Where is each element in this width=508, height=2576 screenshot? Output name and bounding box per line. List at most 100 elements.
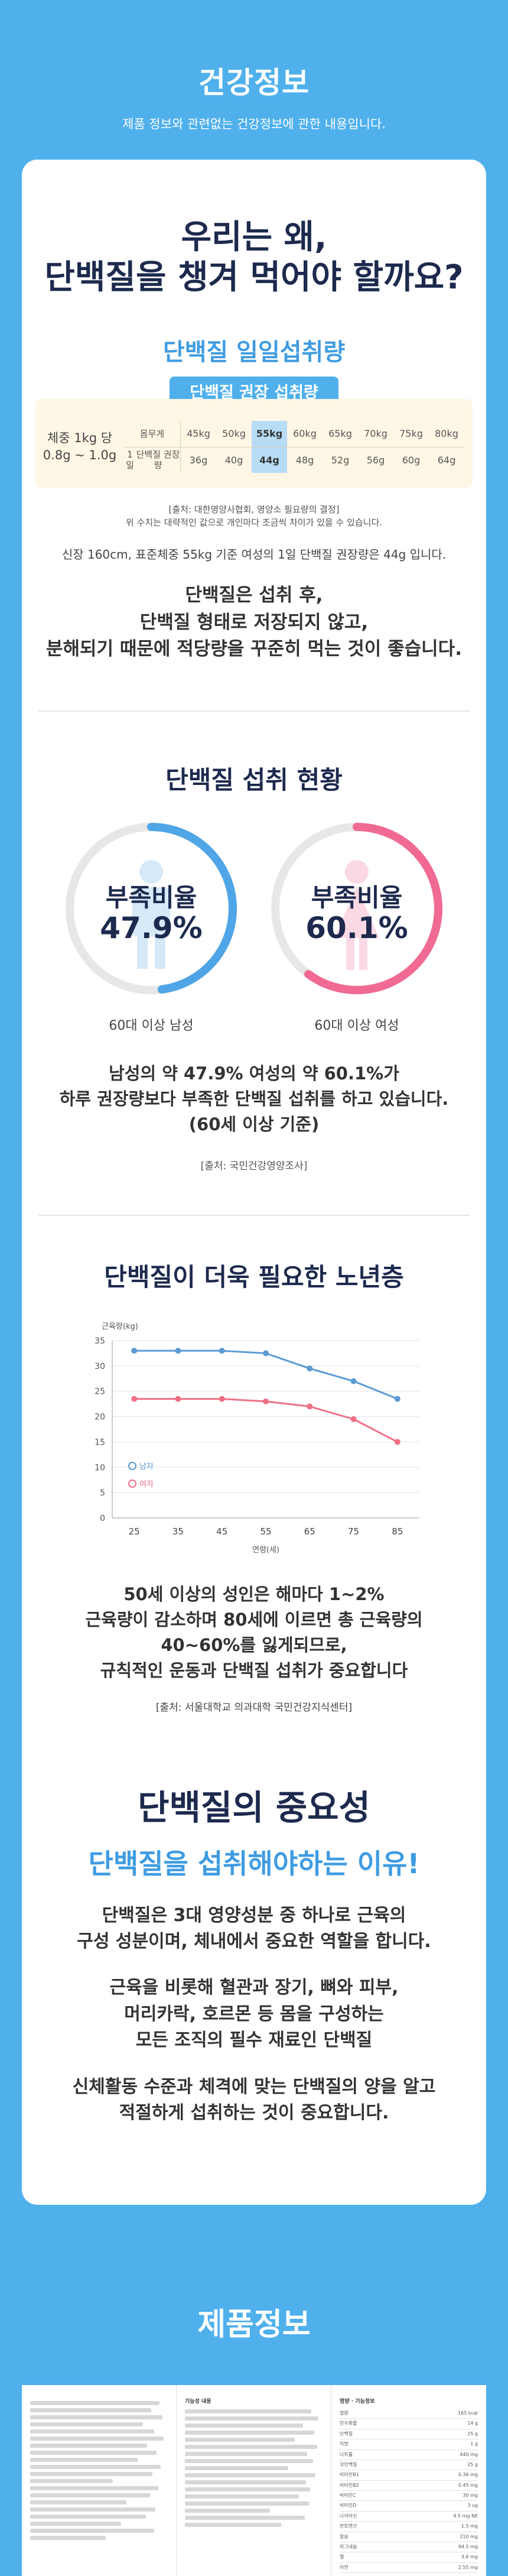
female-ratio-box: 부족비율 60.1% 60대 이상 여성 (268, 820, 445, 1034)
nutrition-row: 열량 165 kcal (340, 2409, 478, 2419)
data-point (131, 1348, 138, 1354)
importance-para1: 단백질은 3대 영양성분 중 하나로 근육의 구성 성분이며, 체내에서 중요한… (22, 1903, 486, 1955)
nutrient-amount: 4.5 mg NE (453, 2513, 478, 2519)
hero-title-line1: 우리는 왜, (181, 218, 327, 257)
health-info-header: 건강정보 제품 정보와 관련없는 건강정보에 관한 내용입니다. (0, 0, 508, 160)
intake-amount-cell: 64g (437, 454, 456, 466)
intake-left-label: 체중 1kg 당 0.8g ~ 1.0g (35, 430, 124, 463)
hero-title-line2: 단백질을 챙겨 먹어야 할까요? (44, 258, 464, 297)
male-ratio-arc (66, 823, 237, 995)
x-tick-label: 35 (172, 1526, 184, 1537)
intake-source-line1: [출처: 대한영양사협회, 영양소 필요량의 결정] (168, 504, 340, 515)
nutrient-amount: 1.5 mg (461, 2523, 478, 2529)
importance-para2-line2: 머리카락, 호르몬 등 몸을 구성하는 (124, 2003, 384, 2025)
nutrient-name: 나이아신 (340, 2513, 357, 2519)
nutrition-row: 나이아신 4.5 mg NE (340, 2512, 478, 2522)
importance-para2-line3: 모든 조직의 필수 재료인 단백질 (135, 2030, 373, 2051)
elderly-para-line4: 규칙적인 운동과 단백질 섭취가 중요합니다 (100, 1660, 408, 1680)
legend-marker (128, 1479, 136, 1488)
importance-subtitle: 단백질을 섭취해야하는 이유! (88, 1847, 420, 1880)
legend-label: 여자 (139, 1480, 154, 1489)
intake-weight-cell: 70kg (364, 428, 387, 440)
importance-para3: 신체활동 수준과 체격에 맞는 단백질의 양을 알고 적절하게 섭취하는 것이 … (22, 2074, 486, 2127)
data-point (350, 1416, 357, 1422)
nutrition-row: 아연 2.55 mg (340, 2563, 478, 2574)
female-ratio-ring: 부족비율 60.1% (271, 823, 442, 995)
importance-para1-line2: 구성 성분이며, 체내에서 중요한 역할을 합니다. (77, 1931, 431, 1952)
elderly-para-line1: 50세 이상의 성인은 해마다 1~2% (123, 1584, 385, 1604)
intake-note: 신장 160cm, 표준체중 55kg 기준 여성의 1일 단백질 권장량은 4… (61, 547, 447, 562)
status-para-line1: 남성의 약 47.9% 여성의 약 60.1%가 (109, 1063, 399, 1084)
nutrient-name: 나트륨 (340, 2451, 353, 2457)
status-para-line2: 하루 권장량보다 부족한 단백질 섭취를 하고 있습니다. (59, 1089, 449, 1109)
intake-amount-cell: 40g (224, 454, 243, 466)
intake-amount-cell: 48g (295, 454, 314, 466)
nutrient-amount: 3.6 mg (461, 2554, 478, 2560)
intake-weight-cell: 60kg (293, 428, 317, 440)
nutrient-name: 비타민B1 (340, 2472, 359, 2478)
data-point (131, 1396, 138, 1402)
intake-table: 체중 1kg 당 0.8g ~ 1.0g 몸무게 45kg 50kg 55kg 60k… (35, 398, 473, 488)
nutrient-name: 단백질 (340, 2431, 353, 2437)
intake-weight-cell: 50kg (222, 428, 246, 440)
intake-row2-head-line2: 단백질 권장량 (136, 449, 180, 471)
elderly-paragraph: 50세 이상의 성인은 해마다 1~2% 근육량이 감소하며 80세에 이르면 … (22, 1582, 486, 1683)
nutrient-amount: 1 g (470, 2441, 478, 2447)
status-paragraph: 남성의 약 47.9% 여성의 약 60.1%가 하루 권장량보다 부족한 단백… (22, 1061, 486, 1137)
nutrient-amount: 25 g (467, 2461, 478, 2467)
series-line-0 (134, 1349, 398, 1400)
female-ratio-arc (271, 823, 442, 995)
intake-weight-cell: 45kg (187, 428, 210, 440)
series-line-1 (134, 1398, 398, 1443)
intake-amount-cell: 44g (252, 447, 287, 473)
data-point (175, 1348, 181, 1354)
health-info-card: 우리는 왜, 단백질을 챙겨 먹어야 할까요? 단백질 일일섭취량 단백질 권장… (22, 160, 486, 2205)
nutrient-amount: 25 g (467, 2431, 478, 2437)
intake-source-line2: 위 수치는 대략적인 값으로 개인마다 조금씩 차이가 있을 수 있습니다. (125, 517, 383, 528)
importance-para3-line2: 적절하게 섭취하는 것이 중요합니다. (119, 2102, 389, 2123)
intake-weight-cell: 55kg (252, 420, 287, 447)
intake-grid: 몸무게 45kg 50kg 55kg 60kg 65kg 70kg 75kg 80kg 1일 … (124, 420, 464, 473)
nutrition-heading: 영양 · 기능정보 (340, 2399, 375, 2405)
importance-para2-line1: 근육을 비롯해 혈관과 장기, 뼈와 피부, (109, 1977, 399, 1998)
nutrient-name: 철 (340, 2554, 344, 2560)
importance-para1-line1: 단백질은 3대 영양성분 중 하나로 근육의 (102, 1905, 406, 1926)
elderly-para-line2: 근육량이 감소하며 80세에 이르면 총 근육량의 (85, 1609, 423, 1630)
data-point (394, 1439, 400, 1445)
nutrient-amount: 94.5 mg (458, 2544, 478, 2550)
male-ratio-caption: 60대 이상 남성 (109, 1018, 194, 1034)
nutrient-name: 마그네슘 (340, 2544, 357, 2550)
nutrient-name: 아연 (340, 2564, 349, 2570)
elderly-para-line3: 40~60%를 잃게되므로, (161, 1634, 347, 1655)
nutrient-amount: 30 mg (463, 2493, 478, 2499)
nutrient-name: 탄수화물 (340, 2421, 357, 2426)
nutrition-row: 탄수화물 14 g (340, 2419, 478, 2429)
intake-row-amounts: 1일 단백질 권장량 36g 40g 44g 48g 52g 56g 60g 64g (124, 446, 464, 473)
importance-para3-line1: 신체활동 수준과 체격에 맞는 단백질의 양을 알고 (72, 2076, 436, 2097)
nutrient-name: 비타민B2 (340, 2482, 359, 2488)
data-point (263, 1350, 269, 1357)
intake-weight-cell: 75kg (399, 428, 423, 440)
y-tick-label: 0 (100, 1514, 105, 1523)
data-point (307, 1365, 313, 1372)
intake-row-head: 1일 단백질 권장량 (124, 447, 181, 473)
nutrition-row: 나트륨 440 mg (340, 2450, 478, 2460)
nutrition-row: 칼슘 210 mg (340, 2532, 478, 2543)
status-source: [출처: 국민건강영양조사] (200, 1160, 308, 1172)
legend-label: 남자 (139, 1462, 154, 1471)
data-point (307, 1403, 313, 1410)
intake-amount-cell: 60g (402, 454, 421, 466)
nutrition-row: 단백질 25 g (340, 2429, 478, 2440)
product-info-card: 기능성 내용 영양 · 기능정보 열량 165 kcal 탄수화물 14 g 단백질 25… (22, 2385, 486, 2576)
health-info-subtitle: 제품 정보와 관련없는 건강정보에 관한 내용입니다. (122, 117, 386, 131)
intake-amount-cell: 36g (189, 454, 208, 466)
section-divider (38, 710, 470, 712)
importance-title: 단백질의 중요성 (138, 1787, 370, 1828)
intake-weight-cell: 80kg (435, 428, 458, 440)
legend-marker (128, 1461, 136, 1470)
nutrition-row: 철 3.6 mg (340, 2552, 478, 2563)
nutrient-amount: 3 ug (467, 2503, 478, 2509)
intake-row-weights: 몸무게 45kg 50kg 55kg 60kg 65kg 70kg 75kg 80kg (124, 420, 464, 447)
intake-amount-cell: 52g (331, 454, 350, 466)
